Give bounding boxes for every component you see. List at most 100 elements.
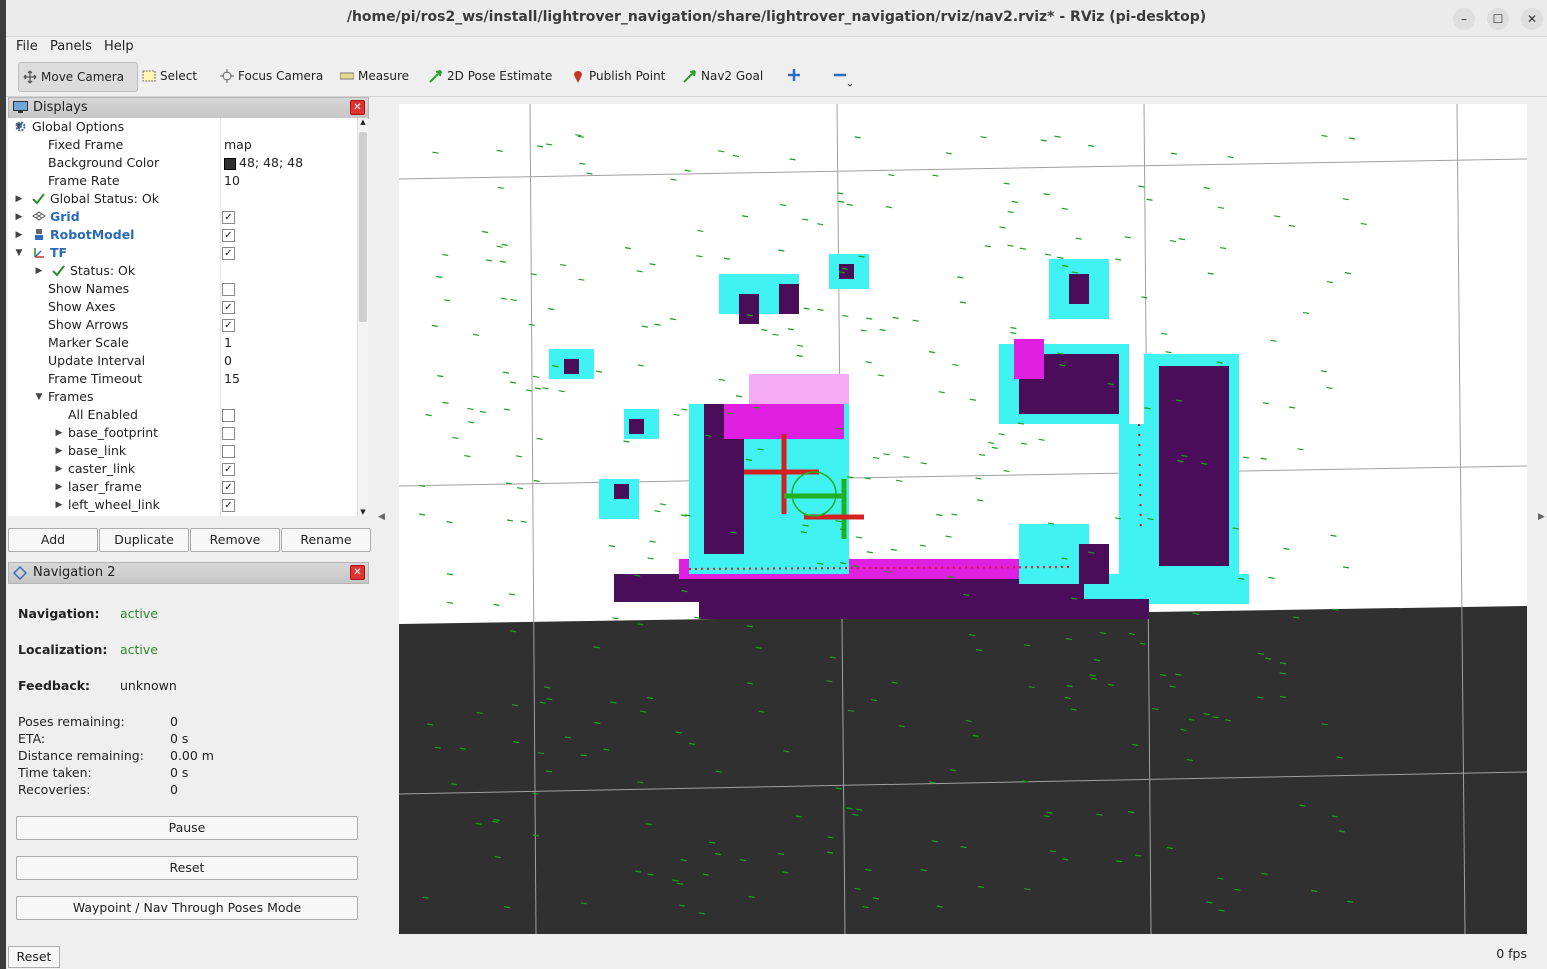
tree-row[interactable]: Marker Scale 1	[8, 334, 357, 352]
tree-row[interactable]: ▶ caster_link ✓	[8, 460, 357, 478]
menu-help[interactable]: Help	[104, 39, 134, 54]
tree-row[interactable]: ▶ RobotModel ✓	[8, 226, 357, 244]
remove-display-button[interactable]: Remove	[190, 528, 280, 552]
map-canvas[interactable]	[399, 104, 1527, 934]
tree-row-value[interactable]: 10	[224, 173, 240, 188]
scroll-up-arrow-icon[interactable]: ▲	[360, 118, 366, 126]
tree-row[interactable]: Frame Rate 10	[8, 172, 357, 190]
reset-view-button[interactable]: Reset	[8, 946, 60, 968]
duplicate-display-button[interactable]: Duplicate	[99, 528, 189, 552]
displays-scrollbar[interactable]: ▲ ▼	[357, 118, 368, 516]
fps-counter: 0 fps	[1496, 946, 1527, 961]
render-viewport[interactable]	[399, 104, 1527, 934]
visibility-checkbox[interactable]: ✓	[222, 481, 235, 494]
visibility-checkbox[interactable]	[222, 409, 235, 422]
particle-arrow	[536, 437, 543, 440]
expand-arrow-icon[interactable]: ▼	[15, 122, 23, 132]
tree-row-value[interactable]: map	[224, 137, 252, 152]
expand-arrow-icon[interactable]: ▶	[55, 428, 63, 438]
reset-navigation-button[interactable]: Reset	[16, 856, 358, 880]
expand-arrow-icon[interactable]: ▼	[35, 392, 43, 402]
add-tool-button[interactable]	[786, 67, 802, 83]
expand-arrow-icon[interactable]: ▶	[55, 446, 63, 456]
particle-arrow	[847, 476, 854, 479]
tree-row[interactable]: ▶ Global Status: Ok	[8, 190, 357, 208]
particle-arrow	[898, 725, 905, 728]
tree-row[interactable]: ▶ base_link	[8, 442, 357, 460]
remove-tool-button[interactable]	[832, 67, 854, 89]
expand-arrow-icon[interactable]: ▶	[55, 464, 63, 474]
expand-arrow-icon[interactable]: ▼	[15, 248, 23, 258]
particle-arrow	[746, 625, 753, 628]
particle-arrow	[838, 271, 846, 274]
visibility-checkbox[interactable]	[222, 427, 235, 440]
tree-row[interactable]: All Enabled	[8, 406, 357, 424]
tree-row[interactable]: Show Names	[8, 280, 357, 298]
particle-arrow	[730, 531, 737, 534]
tree-row[interactable]: ▼ Global Options	[8, 118, 357, 136]
tree-row[interactable]: ▶ laser_frame ✓	[8, 478, 357, 496]
maximize-button[interactable]: ☐	[1487, 8, 1509, 30]
tree-row-value[interactable]: 1	[224, 335, 232, 350]
expand-arrow-icon[interactable]: ▶	[55, 500, 63, 510]
scrollbar-thumb[interactable]	[359, 132, 367, 322]
rename-display-button[interactable]: Rename	[281, 528, 371, 552]
visibility-checkbox[interactable]: ✓	[222, 463, 235, 476]
tree-row[interactable]: Background Color 48; 48; 48	[8, 154, 357, 172]
pose-estimate-tool[interactable]: 2D Pose Estimate	[425, 62, 558, 90]
visibility-checkbox[interactable]: ✓	[222, 301, 235, 314]
tree-row[interactable]: ▼ Frames	[8, 388, 357, 406]
particle-arrow	[829, 656, 836, 659]
particle-arrow	[496, 149, 503, 152]
tree-row[interactable]: Show Arrows ✓	[8, 316, 357, 334]
tree-row[interactable]: ▶ left_wheel_link ✓	[8, 496, 357, 514]
tree-row[interactable]: Show Axes ✓	[8, 298, 357, 316]
expand-arrow-icon[interactable]: ▶	[15, 230, 23, 240]
pause-button[interactable]: Pause	[16, 816, 358, 840]
tree-row[interactable]: ▶ Grid ✓	[8, 208, 357, 226]
visibility-checkbox[interactable]: ✓	[222, 499, 235, 512]
particle-arrow	[542, 387, 549, 390]
collapse-right-arrow-icon[interactable]: ▶	[1538, 512, 1545, 522]
tree-row[interactable]: Fixed Frame map	[8, 136, 357, 154]
visibility-checkbox[interactable]	[222, 445, 235, 458]
move-camera-tool[interactable]: Move Camera	[18, 62, 138, 92]
tree-row[interactable]: Update Interval 0	[8, 352, 357, 370]
color-swatch[interactable]	[224, 158, 236, 170]
measure-tool[interactable]: Measure	[336, 62, 415, 90]
minimize-button[interactable]: –	[1453, 8, 1475, 30]
tree-row[interactable]: ▶ base_footprint	[8, 424, 357, 442]
expand-arrow-icon[interactable]: ▶	[15, 194, 23, 204]
particle-arrow	[1188, 718, 1195, 721]
particle-arrow	[1161, 332, 1168, 335]
waypoint-mode-button[interactable]: Waypoint / Nav Through Poses Mode	[16, 896, 358, 920]
visibility-checkbox[interactable]: ✓	[222, 247, 235, 260]
tree-row-value[interactable]: 48; 48; 48	[239, 155, 304, 170]
nav2-goal-tool[interactable]: Nav2 Goal	[679, 62, 769, 90]
visibility-checkbox[interactable]	[222, 283, 235, 296]
publish-point-tool[interactable]: Publish Point	[567, 62, 671, 90]
menu-file[interactable]: File	[16, 39, 38, 54]
navigation-close-button[interactable]: ✕	[350, 565, 365, 580]
menu-panels[interactable]: Panels	[50, 39, 92, 54]
focus-camera-tool[interactable]: Focus Camera	[216, 62, 329, 90]
particle-arrow	[1311, 889, 1318, 893]
close-button[interactable]: ✕	[1521, 8, 1543, 30]
tree-row[interactable]: ▼ TF ✓	[8, 244, 357, 262]
add-display-button[interactable]: Add	[8, 528, 98, 552]
tree-row-value[interactable]: 15	[224, 371, 240, 386]
tree-row-value[interactable]: 0	[224, 353, 232, 368]
tree-row[interactable]: Frame Timeout 15	[8, 370, 357, 388]
collapse-left-arrow-icon[interactable]: ◀	[378, 512, 385, 522]
select-tool[interactable]: Select	[138, 62, 203, 90]
scroll-down-arrow-icon[interactable]: ▼	[360, 508, 366, 516]
visibility-checkbox[interactable]: ✓	[222, 211, 235, 224]
tree-row[interactable]: ▶ Status: Ok	[8, 262, 357, 280]
expand-arrow-icon[interactable]: ▶	[15, 212, 23, 222]
expand-arrow-icon[interactable]: ▶	[35, 266, 43, 276]
visibility-checkbox[interactable]: ✓	[222, 229, 235, 242]
particle-arrow	[634, 870, 642, 873]
visibility-checkbox[interactable]: ✓	[222, 319, 235, 332]
displays-close-button[interactable]: ✕	[350, 100, 365, 115]
expand-arrow-icon[interactable]: ▶	[55, 482, 63, 492]
